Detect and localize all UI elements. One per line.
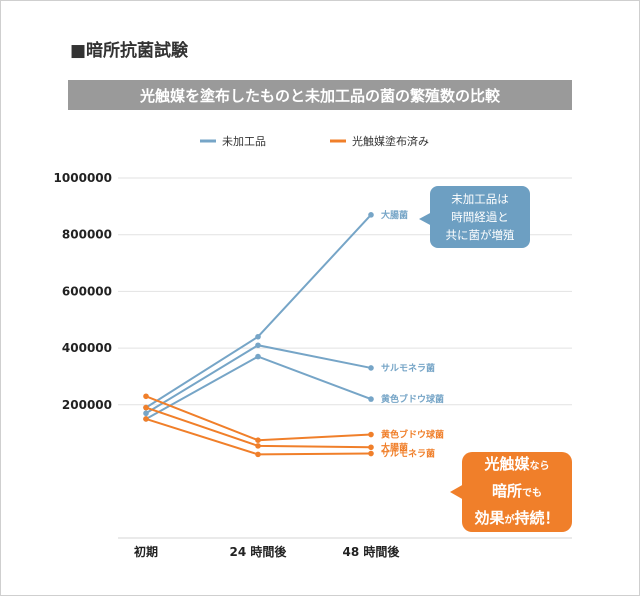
- data-point: [368, 431, 374, 438]
- untreated-callout-line: 共に菌が増殖: [445, 228, 515, 242]
- coated-callout: 光触媒なら 暗所でも 効果が持続！: [462, 452, 572, 532]
- section-title: ■暗所抗菌試験: [70, 41, 189, 61]
- y-tick-label: 800000: [62, 228, 112, 242]
- coated-callout-line: 効果が持続！: [462, 506, 572, 533]
- series-end-label: 大腸菌: [381, 441, 408, 453]
- untreated-callout-pointer: [419, 212, 432, 226]
- y-tick-label: 200000: [62, 398, 112, 412]
- data-point: [255, 437, 261, 444]
- data-point: [143, 393, 149, 400]
- data-point: [255, 333, 261, 340]
- series-line: [145, 214, 372, 409]
- data-point: [255, 353, 261, 360]
- data-point: [255, 451, 261, 458]
- coated-callout-text: 効果: [474, 508, 505, 527]
- data-point: [368, 450, 374, 457]
- y-tick-label: 400000: [62, 341, 112, 355]
- coated-callout-text: 持続！: [514, 508, 560, 527]
- untreated-callout-line: 未加工品は: [451, 192, 509, 206]
- data-point: [368, 212, 374, 218]
- data-point: [143, 410, 149, 417]
- chart-title-banner: 光触媒を塗布したものと未加工品の菌の繁殖数の比較: [68, 80, 572, 110]
- series-end-label: 黄色ブドウ球菌: [381, 429, 444, 441]
- data-point: [368, 396, 374, 402]
- coated-callout-line: 暗所でも: [462, 479, 572, 506]
- x-tick-label: 48 時間後: [343, 544, 401, 559]
- coated-callout-pointer: [450, 484, 464, 500]
- untreated-callout: 未加工品は 時間経過と 共に菌が増殖: [430, 186, 530, 248]
- chart-title: 光触媒を塗布したものと未加工品の菌の繁殖数の比較: [139, 86, 500, 105]
- data-point: [255, 342, 261, 349]
- y-tick-label: 600000: [62, 284, 112, 298]
- coated-callout-text: 暗所: [491, 481, 522, 500]
- coated-callout-text: 光触媒: [484, 454, 530, 473]
- series-end-label: サルモネラ菌: [381, 362, 435, 374]
- data-point: [255, 443, 261, 449]
- x-tick-label: 初期: [134, 544, 158, 559]
- data-point: [368, 365, 374, 371]
- series-end-label: サルモネラ菌: [381, 448, 435, 460]
- x-tick-label: 24 時間後: [230, 544, 288, 559]
- coated-callout-text: なら: [529, 460, 550, 472]
- legend-label: 光触媒塗布済み: [352, 134, 429, 148]
- untreated-callout-line: 時間経過と: [451, 210, 509, 224]
- data-point: [368, 444, 374, 451]
- legend-label: 未加工品: [222, 135, 266, 148]
- y-tick-label: 1000000: [54, 171, 112, 185]
- data-point: [143, 416, 149, 422]
- data-point: [143, 404, 149, 411]
- coated-callout-text: が: [504, 514, 515, 526]
- series-end-label: 黄色ブドウ球菌: [381, 393, 444, 405]
- series-end-label: 大腸菌: [381, 209, 408, 221]
- coated-callout-text: でも: [522, 487, 542, 499]
- coated-callout-line: 光触媒なら: [462, 452, 572, 479]
